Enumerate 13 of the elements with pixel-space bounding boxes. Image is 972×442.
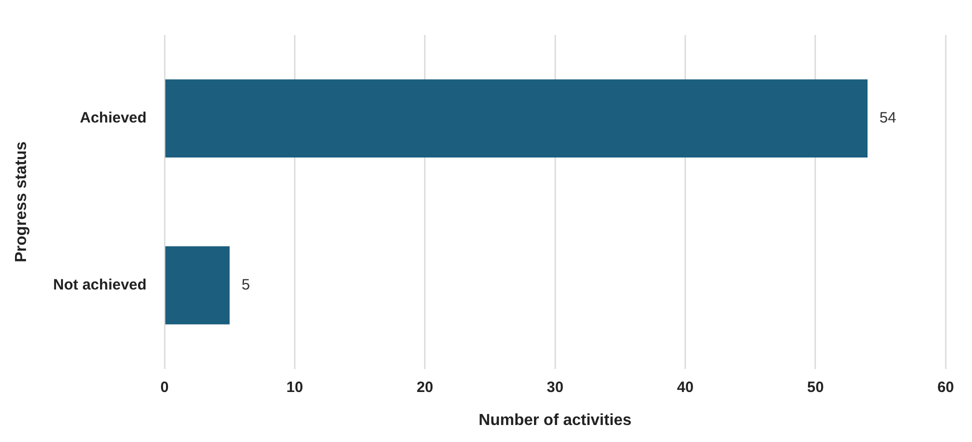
data-label: 5 — [242, 276, 250, 294]
y-tick-label: Achieved — [80, 110, 147, 127]
x-tick-label: 20 — [416, 378, 434, 396]
y-axis-title: Progress status — [13, 141, 30, 262]
data-label: 54 — [880, 110, 896, 127]
x-axis-title: Number of activities — [478, 412, 632, 429]
x-tick-label: 10 — [286, 378, 304, 396]
x-tick-label: 40 — [676, 378, 694, 396]
y-tick-label: Not achieved — [53, 276, 147, 294]
x-tick-label: 50 — [807, 378, 824, 396]
x-tick-label: 0 — [160, 378, 169, 396]
x-tick-label: 60 — [937, 378, 954, 396]
x-tick-label: 30 — [546, 378, 564, 396]
